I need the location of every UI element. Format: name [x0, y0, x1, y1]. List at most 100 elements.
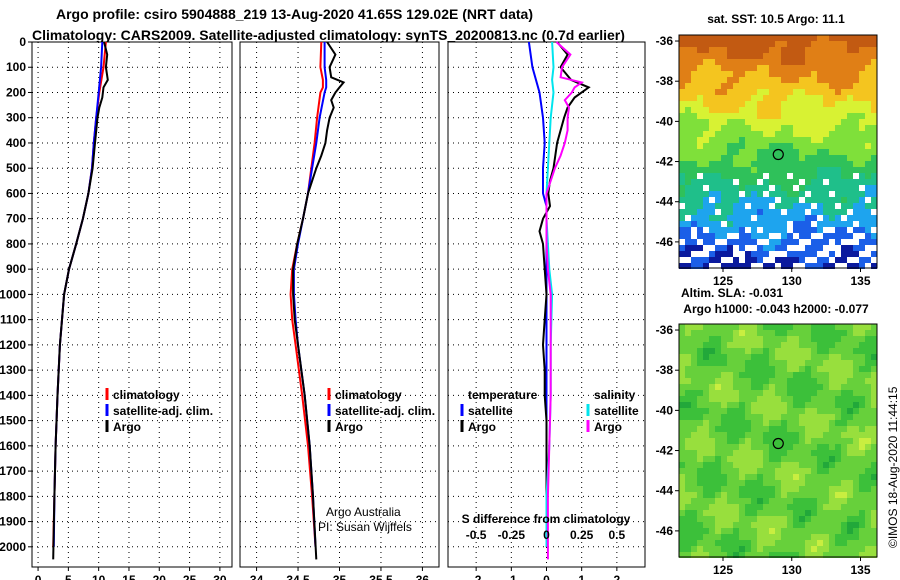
sst_map-cell [715, 155, 721, 161]
sst_map-cell [787, 215, 793, 221]
sla_map-cell [775, 516, 781, 522]
sst_map-cell [823, 233, 829, 239]
sla_map-cell [823, 444, 829, 450]
sla_map-cell [805, 426, 811, 432]
sst_map-cell [847, 161, 853, 167]
sst_map-cell [787, 221, 793, 227]
sla_map-cell [733, 522, 739, 528]
sla_map-cell [847, 420, 853, 426]
sla_map-cell [751, 480, 757, 486]
sst_map-cell [811, 65, 817, 71]
sst_map-cell [721, 173, 727, 179]
sla_map-cell [715, 528, 721, 534]
sst_map-cell [841, 257, 847, 263]
sla_map-cell [763, 540, 769, 546]
sla_map-cell [685, 540, 691, 546]
sst_map-cell [823, 65, 829, 71]
sst_map-cell [805, 215, 811, 221]
sst_map-cell [835, 131, 841, 137]
sla_map-cell [721, 348, 727, 354]
sst_map-cell [829, 251, 835, 257]
sst_map-cell [709, 173, 715, 179]
sla_map-cell [841, 348, 847, 354]
sst_map-cell [721, 167, 727, 173]
sst_map-cell [787, 167, 793, 173]
sla_map-cell [865, 498, 871, 504]
sla_map-cell [757, 378, 763, 384]
sla_map-cell [847, 444, 853, 450]
sla_map-cell [769, 390, 775, 396]
sla_map-cell [829, 414, 835, 420]
sla_map-cell [865, 348, 871, 354]
sla_map-cell [841, 540, 847, 546]
sla_map-cell [691, 546, 697, 552]
sst_map-cell [871, 197, 877, 203]
sst_map-cell [793, 251, 799, 257]
sst_map-cell [691, 71, 697, 77]
sla_map-cell [739, 360, 745, 366]
sst_map-cell [787, 251, 793, 257]
sst_map-cell [841, 143, 847, 149]
sla_map-cell [811, 408, 817, 414]
sla_map-cell [835, 402, 841, 408]
sst_map-cell [841, 83, 847, 89]
sla_map-cell [691, 408, 697, 414]
sst_map-cell [739, 131, 745, 137]
sla_map-cell [703, 540, 709, 546]
sla_map-cell [715, 480, 721, 486]
sst_map-cell [763, 155, 769, 161]
sst_map-cell [751, 41, 757, 47]
sst_map-cell [865, 155, 871, 161]
sla_map-xtick-label: 135 [850, 563, 870, 577]
sst_map-cell [853, 137, 859, 143]
sst_map-cell [757, 251, 763, 257]
sla_map-cell [859, 360, 865, 366]
sst_map-cell [817, 35, 823, 41]
sla_map-frame [678, 323, 878, 558]
sst_map-cell [805, 233, 811, 239]
sst_map-cell [709, 209, 715, 215]
sst_map-cell [769, 155, 775, 161]
sst_map-cell [805, 167, 811, 173]
sla_map-cell [853, 510, 859, 516]
sst_map-frame [678, 34, 878, 269]
sst_map-cell [829, 173, 835, 179]
sla_map-cell [751, 378, 757, 384]
difference-panel: -2-1012T difference from climatology-0.5… [447, 41, 646, 580]
sst_map-cell [853, 41, 859, 47]
sst_map-cell [751, 65, 757, 71]
sst_map-cell [721, 143, 727, 149]
sla_map-cell [745, 402, 751, 408]
sst_map-cell [763, 47, 769, 53]
sla_map-cell [739, 366, 745, 372]
sla_map-cell [793, 534, 799, 540]
sst_map-cell [697, 191, 703, 197]
sst_map-cell [805, 89, 811, 95]
sst_map-cell [799, 215, 805, 221]
sst_map-cell [763, 221, 769, 227]
sla_map-cell [721, 480, 727, 486]
sst_map-cell [811, 41, 817, 47]
sla_map-cell [751, 360, 757, 366]
depth-tick-label: 500 [6, 161, 26, 175]
sla_map-cell [835, 390, 841, 396]
sst_map-cell [691, 149, 697, 155]
sla_map-cell [679, 378, 685, 384]
sst_map-cell [769, 101, 775, 107]
sla_map-cell [817, 504, 823, 510]
sst_map-cell [697, 131, 703, 137]
sst_map-cell [799, 251, 805, 257]
sla_map-cell [721, 384, 727, 390]
sla_map-cell [715, 468, 721, 474]
sla_map-cell [757, 408, 763, 414]
sst_map-cell [733, 173, 739, 179]
depth-tick-label: 1500 [0, 414, 26, 428]
sla_map-cell [865, 522, 871, 528]
sst_map-cell [763, 35, 769, 41]
sst_map-cell [841, 35, 847, 41]
sla_map-cell [823, 372, 829, 378]
sla_map-cell [853, 396, 859, 402]
sla_map-cell [805, 522, 811, 528]
sst_map-cell [775, 185, 781, 191]
sst_map-cell [709, 239, 715, 245]
